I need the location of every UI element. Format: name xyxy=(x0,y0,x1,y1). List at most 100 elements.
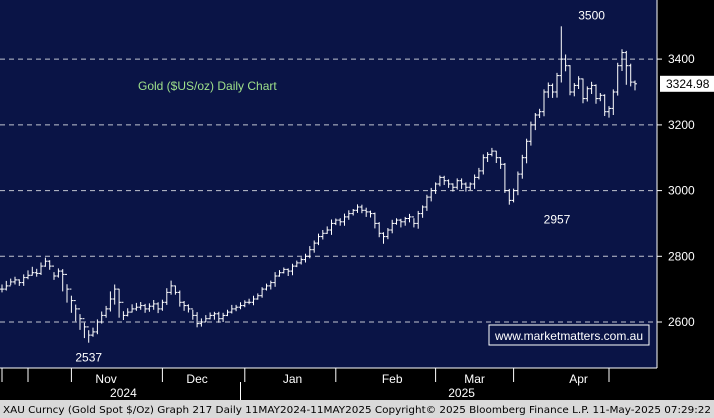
ohlc-bar xyxy=(4,280,9,291)
ohlc-bar xyxy=(108,291,113,312)
ohlc-bar xyxy=(60,269,65,292)
ohlc-bar xyxy=(121,301,126,320)
ohlc-bar xyxy=(585,86,590,102)
ohlc-bar xyxy=(559,26,564,83)
ohlc-bar xyxy=(589,81,594,94)
ohlc-bar xyxy=(355,204,360,213)
ohlc-bar xyxy=(208,312,213,320)
ohlc-bar xyxy=(86,326,91,343)
ohlc-bar xyxy=(312,240,317,253)
ohlc-bar xyxy=(455,178,460,190)
ohlc-bar xyxy=(264,283,269,291)
ohlc-bar xyxy=(411,216,416,228)
month-label: Nov xyxy=(95,372,116,386)
ohlc-bar xyxy=(615,62,620,96)
y-tick-label: 2600 xyxy=(668,315,695,329)
ohlc-bar xyxy=(34,268,39,277)
ohlc-bar xyxy=(620,49,624,71)
ohlc-bar xyxy=(364,207,369,217)
ohlc-bar xyxy=(216,311,221,323)
ohlc-bar xyxy=(546,82,551,98)
ohlc-bar xyxy=(633,80,637,91)
last-price-marker: 3324.98 xyxy=(660,75,714,92)
ohlc-bar xyxy=(390,219,395,234)
ohlc-bar xyxy=(294,260,299,268)
ohlc-bar xyxy=(238,302,243,310)
footer-text: XAU Curncy (Gold Spot $/Oz) Graph 217 Da… xyxy=(3,405,711,416)
annotations: 2537 2957 3500 xyxy=(75,8,605,364)
ohlc-bar xyxy=(511,188,516,203)
ohlc-bar xyxy=(550,83,555,98)
ohlc-bar xyxy=(437,175,442,187)
ohlc-bar xyxy=(290,263,295,276)
year-label: 2024 xyxy=(110,386,137,400)
ohlc-bar xyxy=(576,76,581,89)
ohlc-bar xyxy=(151,300,156,310)
ohlc-bar xyxy=(342,213,347,226)
ohlc-bar xyxy=(117,288,122,318)
ohlc-bar xyxy=(225,309,230,317)
month-label: Jan xyxy=(283,372,302,386)
ohlc-bar xyxy=(160,299,165,311)
ohlc-bar xyxy=(611,89,616,115)
ohlc-bar xyxy=(91,327,95,337)
ohlc-bar xyxy=(99,311,104,324)
ohlc-bar xyxy=(468,182,473,191)
ohlc-bar xyxy=(195,312,200,328)
ohlc-bar xyxy=(17,279,22,286)
ohlc-bar xyxy=(190,308,195,320)
gridlines xyxy=(0,58,657,323)
ohlc-bar xyxy=(247,298,252,305)
ohlc-bar xyxy=(463,182,468,192)
ohlc-bar xyxy=(424,194,429,211)
ohlc-bar xyxy=(30,266,35,276)
ohlc-bar xyxy=(134,302,139,311)
ohlc-bar xyxy=(542,89,546,117)
ohlc-bar xyxy=(568,65,572,96)
ohlc-bar xyxy=(403,216,408,226)
ohlc-bar xyxy=(277,270,282,277)
ohlc-bar xyxy=(125,308,130,317)
ohlc-bar xyxy=(351,209,356,216)
ohlc-bar xyxy=(307,246,312,259)
ohlc-bar xyxy=(359,204,364,214)
ohlc-bar xyxy=(459,178,464,189)
month-label: Dec xyxy=(186,372,207,386)
ohlc-bar xyxy=(446,179,451,188)
ohlc-bar xyxy=(234,304,239,312)
ohlc-bar xyxy=(43,257,48,267)
ohlc-bar xyxy=(199,318,204,327)
ohlc-bar xyxy=(481,154,486,175)
ohlc-bar xyxy=(268,280,273,290)
ohlc-bar xyxy=(555,72,559,98)
ohlc-bar xyxy=(420,205,425,218)
ohlc-bar xyxy=(515,171,520,196)
ohlc-bar xyxy=(628,63,633,87)
ohlc-bar xyxy=(520,154,525,179)
ohlc-bar xyxy=(377,222,382,238)
ohlc-bar xyxy=(212,311,217,320)
x-axis: Nov Dec Jan Feb Mar Apr 2024 2025 xyxy=(0,367,657,400)
ohlc-bar xyxy=(229,304,234,314)
ohlc-bar xyxy=(450,183,455,192)
ohlc-bar xyxy=(21,274,26,286)
ohlc-bar xyxy=(494,150,499,163)
month-label: Apr xyxy=(569,372,588,386)
ohlc-bar xyxy=(325,226,330,234)
ohlc-bar xyxy=(398,218,403,228)
ohlc-bar xyxy=(624,50,629,85)
ohlc-bar xyxy=(329,219,334,235)
y-tick-label: 3000 xyxy=(668,184,695,198)
ohlc-bar xyxy=(394,218,399,225)
ohlc-bar xyxy=(112,284,117,305)
ohlc-bar xyxy=(173,285,178,295)
watermark-box xyxy=(488,324,650,346)
ohlc-bar xyxy=(537,108,542,118)
ohlc-bar xyxy=(333,218,338,226)
ohlc-bar xyxy=(39,262,43,275)
ohlc-bar xyxy=(281,267,286,274)
ohlc-bar xyxy=(533,113,538,131)
ohlc-bar xyxy=(442,175,447,185)
ohlc-bar xyxy=(476,167,481,180)
